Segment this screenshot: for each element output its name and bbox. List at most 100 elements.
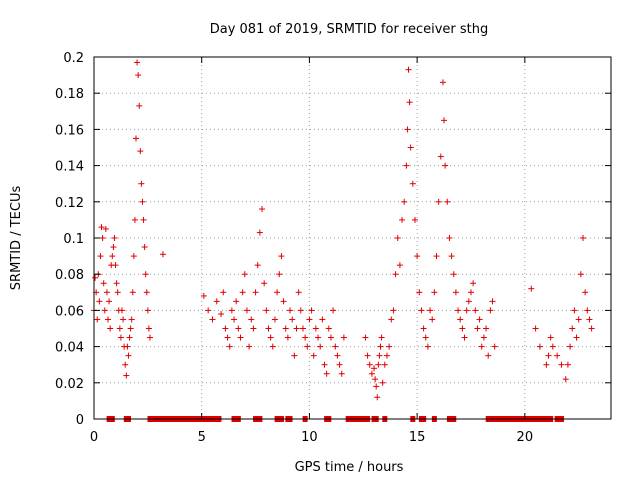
- data-point: [138, 180, 145, 187]
- data-point: [319, 316, 326, 323]
- chart-title: Day 081 of 2019, SRMTID for receiver sth…: [210, 22, 489, 37]
- data-point: [110, 244, 117, 251]
- data-point: [126, 334, 133, 341]
- data-point: [310, 352, 317, 359]
- data-point: [366, 361, 373, 368]
- data-point: [213, 298, 220, 305]
- data-point: [416, 289, 423, 296]
- data-point: [129, 289, 136, 296]
- x-tick-label: 0: [90, 430, 98, 445]
- data-point: [321, 361, 328, 368]
- data-point: [554, 352, 561, 359]
- data-point: [491, 343, 498, 350]
- y-tick-label: 0.14: [55, 160, 84, 175]
- data-point: [336, 361, 343, 368]
- data-point: [100, 280, 107, 287]
- data-point: [139, 198, 146, 205]
- data-point: [120, 316, 127, 323]
- data-point: [144, 307, 151, 314]
- x-axis-label: GPS time / hours: [295, 460, 404, 475]
- data-point: [259, 206, 266, 213]
- data-point: [274, 289, 281, 296]
- data-point: [125, 352, 132, 359]
- data-point: [489, 298, 496, 305]
- data-point: [588, 325, 595, 332]
- data-point: [123, 372, 130, 379]
- data-point: [312, 325, 319, 332]
- data-point: [485, 352, 492, 359]
- data-point: [317, 343, 324, 350]
- data-point: [145, 325, 152, 332]
- data-point: [586, 316, 593, 323]
- data-point: [220, 289, 227, 296]
- data-point: [252, 289, 259, 296]
- data-point: [396, 262, 403, 269]
- data-point: [304, 343, 311, 350]
- y-tick-label: 0.08: [55, 268, 84, 283]
- data-point: [577, 271, 584, 278]
- data-point: [532, 325, 539, 332]
- data-point: [379, 379, 386, 386]
- data-point: [269, 343, 276, 350]
- data-point: [246, 343, 253, 350]
- data-point: [261, 280, 268, 287]
- data-point: [265, 325, 272, 332]
- data-point: [308, 307, 315, 314]
- y-axis-label: SRMTID / TECUs: [9, 186, 24, 291]
- data-point: [135, 72, 142, 79]
- data-point: [278, 253, 285, 260]
- data-point: [282, 325, 289, 332]
- x-tick-label: 15: [409, 430, 426, 445]
- data-point: [287, 307, 294, 314]
- data-point: [295, 289, 302, 296]
- data-point: [399, 216, 406, 223]
- data-point: [136, 102, 143, 109]
- data-point: [472, 307, 479, 314]
- y-tick-label: 0.12: [55, 196, 84, 211]
- data-point: [267, 334, 274, 341]
- data-point: [375, 361, 382, 368]
- data-point: [450, 271, 457, 278]
- data-point: [427, 307, 434, 314]
- data-point: [332, 343, 339, 350]
- data-point: [457, 316, 464, 323]
- data-point: [92, 274, 99, 281]
- data-point: [293, 325, 300, 332]
- data-point: [325, 325, 332, 332]
- data-point: [334, 352, 341, 359]
- data-point: [461, 334, 468, 341]
- data-point: [137, 148, 144, 155]
- data-point: [133, 135, 140, 142]
- data-point: [243, 307, 250, 314]
- data-point: [376, 352, 383, 359]
- data-point: [111, 235, 118, 241]
- data-point: [228, 307, 235, 314]
- data-point: [233, 298, 240, 305]
- data-point: [224, 334, 231, 341]
- data-point: [241, 271, 248, 278]
- data-point: [573, 334, 580, 341]
- data-point: [109, 253, 116, 260]
- data-point: [364, 352, 371, 359]
- data-point: [528, 285, 535, 292]
- data-point: [558, 361, 565, 368]
- data-point: [141, 244, 148, 251]
- data-point: [340, 334, 347, 341]
- data-point: [463, 307, 470, 314]
- data-point: [102, 225, 109, 232]
- data-point: [330, 307, 337, 314]
- x-tick-label: 20: [517, 430, 534, 445]
- data-point: [99, 235, 106, 241]
- data-point: [435, 198, 442, 205]
- data-point: [392, 271, 399, 278]
- data-point: [124, 343, 131, 350]
- data-point: [112, 262, 119, 269]
- data-point: [401, 198, 408, 205]
- data-point: [374, 394, 381, 401]
- data-point: [327, 334, 334, 341]
- y-tick-label: 0.2: [63, 51, 84, 66]
- data-point: [448, 253, 455, 260]
- data-point: [431, 289, 438, 296]
- data-point: [113, 280, 120, 287]
